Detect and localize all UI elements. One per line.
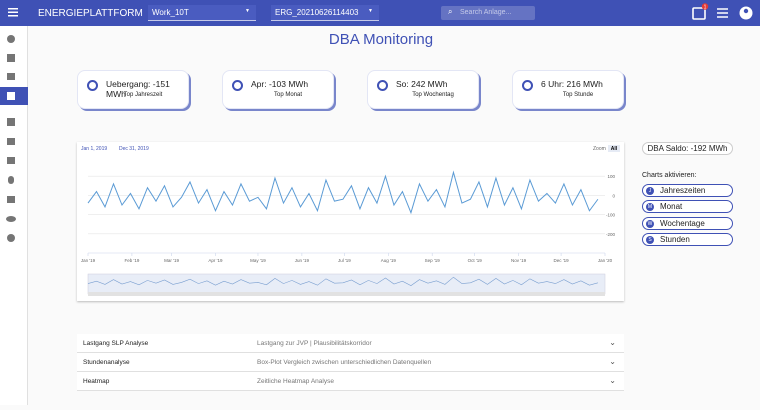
toggle-label: Jahreszeiten	[660, 186, 706, 195]
nav-icon[interactable]	[7, 138, 15, 145]
nav-icon[interactable]	[7, 54, 15, 62]
toggle-label: Wochentage	[660, 218, 705, 228]
panel-title: Lastgang SLP Analyse	[83, 340, 149, 347]
expansion-panel[interactable]: Stundenanalyse Box-Plot Vergleich zwische…	[77, 353, 624, 372]
settings-button[interactable]	[717, 8, 728, 18]
kpi-card: Apr: -103 MWh Top Monat	[222, 70, 334, 109]
panel-chevron[interactable]: ⌄	[609, 376, 616, 385]
kpi-card: 6 Uhr: 216 MWh Top Stunde	[512, 70, 624, 109]
app-title: ENERGIEPLATTFORM	[38, 8, 143, 19]
badge-count: 1	[704, 4, 707, 10]
x-tick-label: Sep '19	[425, 258, 441, 263]
card-icon	[232, 80, 243, 91]
panel-title: Stundenanalyse	[83, 359, 130, 366]
nav-icon[interactable]	[7, 157, 15, 164]
panel-chevron[interactable]: ⌄	[609, 338, 616, 347]
nav-icon[interactable]	[8, 176, 14, 184]
toggle-icon: M	[646, 203, 654, 212]
card-label: Top Wochentag	[412, 92, 454, 98]
search-box[interactable]: ⌕ Search Anlage...	[441, 6, 535, 20]
card-label: Top Stunde	[562, 92, 594, 98]
x-tick-label: Jul '19	[338, 258, 351, 263]
nav-icon[interactable]	[7, 73, 15, 80]
panel-description: Lastgang zur JVP | Plausibilitätskorrido…	[257, 340, 372, 347]
sidebar	[0, 26, 28, 405]
toggle-label: Monat	[660, 202, 683, 212]
card-value: Apr: -103 MWh	[251, 79, 309, 89]
chart-toggle[interactable]: W Wochentage	[642, 216, 733, 230]
zoom-label: Zoom	[593, 146, 606, 152]
search-placeholder: Search Anlage...	[460, 9, 512, 16]
chart-panel: Jan 1, 2019 Dec 31, 2019 Zoom All -200 -100 0 1…	[77, 142, 624, 301]
workspace-select[interactable]: Work_10T ▼	[148, 5, 256, 21]
range-to: Dec 31, 2019	[119, 146, 149, 152]
x-tick-label: Dec '19	[554, 258, 570, 263]
card-label: Top Jahreszeit	[123, 92, 163, 98]
saldo-chip: DBA Saldo: -192 MWh	[642, 142, 733, 155]
header-actions: 1	[692, 3, 753, 20]
y-tick-label: -200	[606, 232, 616, 237]
card-label: Top Monat	[273, 92, 303, 98]
x-tick-label: Jan '20	[598, 258, 613, 263]
nav-icon[interactable]	[6, 216, 16, 222]
sidebar-icons	[0, 35, 28, 242]
charts-label: Charts aktivieren:	[642, 172, 697, 179]
nav-icon[interactable]	[7, 92, 15, 100]
kpi-card: Uebergang: -151 MWh Top Jahreszeit	[77, 70, 189, 109]
nav-icon[interactable]	[7, 196, 15, 203]
kpi-card: So: 242 MWh Top Wochentag	[367, 70, 479, 109]
select-value: Work_10T	[152, 8, 189, 17]
card-value: 6 Uhr: 216 MWh	[541, 79, 603, 89]
menu-button[interactable]	[8, 8, 18, 17]
toggle-icon: S	[646, 235, 654, 244]
card-value: Uebergang: -151 MWh	[106, 79, 170, 99]
panel-description: Box-Plot Vergleich zwischen unterschiedl…	[257, 359, 432, 366]
card-icon	[377, 80, 388, 91]
y-tick-label: 100	[607, 174, 615, 179]
notification-button[interactable]	[692, 7, 706, 20]
card-icon	[522, 80, 533, 91]
x-tick-label: Aug '19	[381, 258, 397, 263]
toggle-label: Stunden	[660, 234, 690, 244]
nav-icon[interactable]	[7, 234, 15, 242]
app-header: ENERGIEPLATTFORM Work_10T ▼ ERG_202106261…	[0, 0, 760, 26]
all-button-bg	[608, 145, 620, 152]
navigator-line	[87, 276, 598, 286]
y-tick-label: -100	[606, 213, 616, 218]
x-tick-label: Mar '19	[164, 258, 179, 263]
x-tick-label: Jun '19	[295, 258, 310, 263]
chart-toggle[interactable]: M Monat	[642, 200, 733, 214]
range-from: Jan 1, 2019	[81, 146, 107, 152]
panel-title: Heatmap	[83, 378, 110, 385]
card-icon	[87, 80, 98, 91]
expansion-panel[interactable]: Lastgang SLP Analyse Lastgang zur JVP | P…	[77, 334, 624, 353]
toggle-icon: W	[646, 219, 654, 228]
chart-toggle[interactable]: J Jahreszeiten	[642, 184, 733, 197]
x-tick-label: Oct '19	[468, 258, 483, 263]
dataset-select[interactable]: ERG_20210626114403 ▼	[271, 5, 379, 21]
x-tick-label: Jan '19	[81, 258, 96, 263]
nav-icon[interactable]	[7, 118, 15, 126]
toggle-icon: J	[646, 187, 654, 195]
navigator	[87, 273, 606, 295]
all-button[interactable]: All	[611, 146, 618, 152]
page-title: DBA Monitoring	[328, 31, 434, 48]
x-tick-label: Apr '19	[208, 258, 223, 263]
x-tick-label: May '19	[250, 258, 266, 263]
scrollbar[interactable]	[88, 292, 605, 296]
badge	[701, 3, 709, 10]
card-value: So: 242 MWh	[396, 79, 448, 89]
x-tick-label: Nov '19	[511, 258, 527, 263]
select-value: ERG_20210626114403	[275, 8, 359, 17]
nav-icon[interactable]	[7, 35, 15, 43]
y-tick-label: 0	[612, 193, 615, 198]
data-line	[87, 170, 599, 215]
chart-toggle[interactable]: S Stunden	[642, 232, 733, 246]
expansion-panel[interactable]: Heatmap Zeitliche Heatmap Analyse ⌄	[77, 372, 624, 391]
panel-description: Zeitliche Heatmap Analyse	[257, 378, 334, 385]
x-tick-label: Feb '19	[124, 258, 139, 263]
panel-chevron[interactable]: ⌄	[609, 357, 616, 366]
chart: Jan 1, 2019 Dec 31, 2019 Zoom All -200 -100 0 1…	[81, 145, 620, 296]
